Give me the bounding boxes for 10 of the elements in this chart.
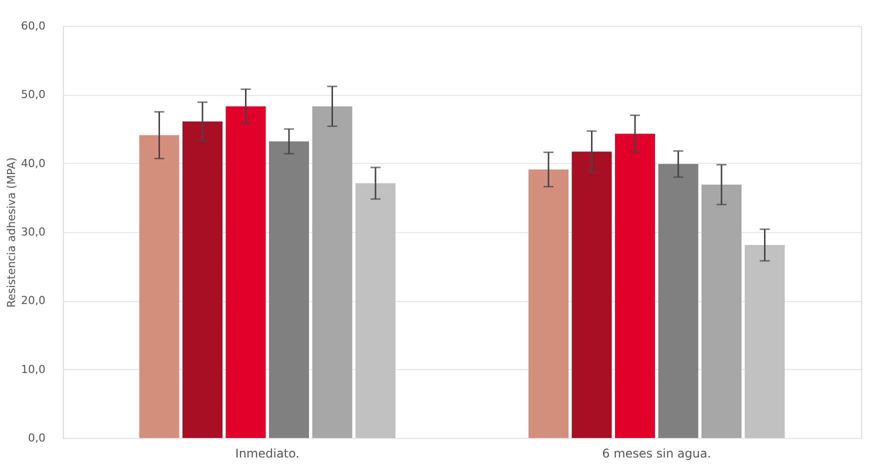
y-tick-label: 0,0 — [28, 432, 46, 444]
y-tick-label: 30,0 — [21, 226, 46, 238]
y-axis-title: Resistencia adhesiva (MPA) — [5, 157, 18, 308]
x-tick-label: Inmediato. — [235, 446, 300, 460]
y-tick-label: 60,0 — [21, 20, 46, 32]
y-tick-label: 50,0 — [21, 88, 46, 102]
y-tick-label: 40,0 — [21, 156, 46, 170]
x-tick-label: 6 meses sin agua. — [602, 446, 712, 460]
y-tick-label: 20,0 — [21, 294, 46, 308]
y-tick-label: 10,0 — [21, 362, 46, 376]
